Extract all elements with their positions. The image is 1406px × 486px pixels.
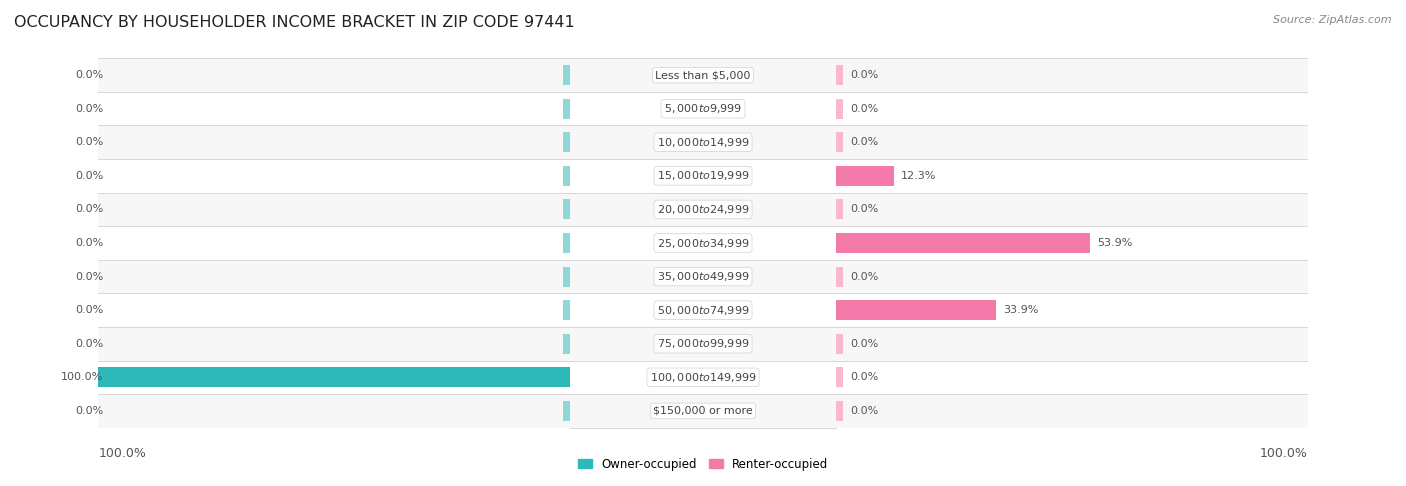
Bar (837, 226, 1406, 260)
Bar (837, 367, 844, 387)
Text: 0.0%: 0.0% (75, 104, 103, 114)
Text: $10,000 to $14,999: $10,000 to $14,999 (657, 136, 749, 149)
Bar (0, 327, 569, 361)
Text: 0.0%: 0.0% (75, 339, 103, 349)
Bar (837, 192, 1406, 226)
Text: 0.0%: 0.0% (75, 305, 103, 315)
Bar (837, 65, 844, 85)
Bar (837, 233, 1090, 253)
Bar (837, 159, 1406, 192)
Bar (837, 401, 844, 421)
Text: Less than $5,000: Less than $5,000 (655, 70, 751, 80)
Bar (562, 132, 569, 152)
Bar (562, 199, 569, 220)
Bar (562, 334, 569, 354)
Text: $150,000 or more: $150,000 or more (654, 406, 752, 416)
Text: 0.0%: 0.0% (851, 70, 879, 80)
Bar (562, 300, 569, 320)
Text: 0.0%: 0.0% (75, 406, 103, 416)
Bar (0, 92, 569, 125)
Bar (0, 226, 569, 260)
Bar (562, 99, 569, 119)
Text: 0.0%: 0.0% (75, 272, 103, 281)
Bar (0, 394, 569, 428)
Text: 53.9%: 53.9% (1097, 238, 1133, 248)
Bar (0, 192, 569, 226)
Bar (837, 92, 1406, 125)
Bar (837, 334, 844, 354)
Text: 0.0%: 0.0% (75, 205, 103, 214)
Bar (0, 260, 569, 294)
Text: 12.3%: 12.3% (901, 171, 936, 181)
Bar (837, 166, 894, 186)
Text: $35,000 to $49,999: $35,000 to $49,999 (657, 270, 749, 283)
Text: 0.0%: 0.0% (851, 339, 879, 349)
Bar (562, 401, 569, 421)
Text: 0.0%: 0.0% (851, 104, 879, 114)
Text: 0.0%: 0.0% (75, 238, 103, 248)
Bar (0, 361, 569, 394)
Bar (837, 266, 844, 287)
Text: $50,000 to $74,999: $50,000 to $74,999 (657, 304, 749, 317)
Bar (98, 367, 569, 387)
Bar (562, 166, 569, 186)
Text: $100,000 to $149,999: $100,000 to $149,999 (650, 371, 756, 384)
Bar (837, 125, 1406, 159)
Text: 0.0%: 0.0% (851, 272, 879, 281)
Text: 0.0%: 0.0% (851, 372, 879, 382)
Bar (837, 327, 1406, 361)
Text: Source: ZipAtlas.com: Source: ZipAtlas.com (1274, 15, 1392, 25)
Bar (0, 58, 569, 92)
Text: $75,000 to $99,999: $75,000 to $99,999 (657, 337, 749, 350)
Text: $5,000 to $9,999: $5,000 to $9,999 (664, 102, 742, 115)
Bar (0, 159, 569, 192)
Text: 0.0%: 0.0% (851, 406, 879, 416)
Text: $25,000 to $34,999: $25,000 to $34,999 (657, 237, 749, 249)
Text: OCCUPANCY BY HOUSEHOLDER INCOME BRACKET IN ZIP CODE 97441: OCCUPANCY BY HOUSEHOLDER INCOME BRACKET … (14, 15, 575, 30)
Text: 0.0%: 0.0% (851, 137, 879, 147)
Text: 100.0%: 100.0% (98, 447, 146, 460)
Text: 100.0%: 100.0% (1260, 447, 1308, 460)
Bar (837, 132, 844, 152)
Text: 0.0%: 0.0% (75, 70, 103, 80)
Bar (837, 199, 844, 220)
Bar (837, 394, 1406, 428)
Text: $15,000 to $19,999: $15,000 to $19,999 (657, 169, 749, 182)
Text: 100.0%: 100.0% (60, 372, 103, 382)
Bar (0, 294, 569, 327)
Bar (0, 125, 569, 159)
Bar (837, 294, 1406, 327)
Bar (837, 260, 1406, 294)
Bar (837, 300, 995, 320)
Text: 0.0%: 0.0% (75, 137, 103, 147)
Bar (837, 361, 1406, 394)
Legend: Owner-occupied, Renter-occupied: Owner-occupied, Renter-occupied (572, 453, 834, 475)
Bar (562, 266, 569, 287)
Bar (837, 58, 1406, 92)
Text: 33.9%: 33.9% (1002, 305, 1038, 315)
Bar (837, 99, 844, 119)
Text: $20,000 to $24,999: $20,000 to $24,999 (657, 203, 749, 216)
Bar (562, 65, 569, 85)
Text: 0.0%: 0.0% (851, 205, 879, 214)
Bar (562, 233, 569, 253)
Text: 0.0%: 0.0% (75, 171, 103, 181)
